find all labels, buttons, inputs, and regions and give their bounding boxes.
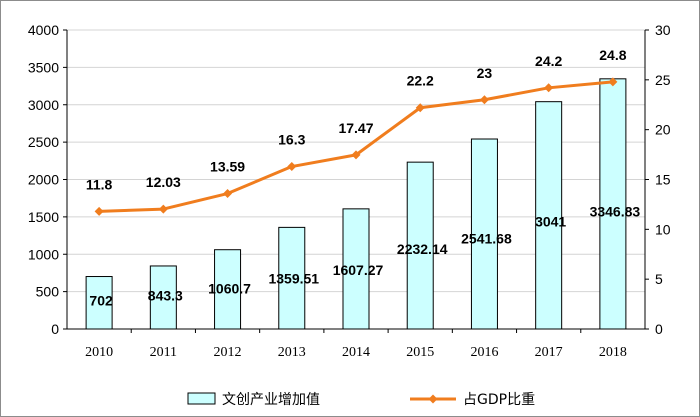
legend-line-marker <box>428 394 438 404</box>
data-labels: 702 843.3 1060.7 1359.51 1607.27 2232.14 2541.… <box>86 47 641 309</box>
line-series <box>94 77 618 216</box>
x-axis-tick-label: 2010 <box>85 345 113 360</box>
bar-series <box>85 78 627 330</box>
x-axis-tick-label: 2015 <box>406 345 434 360</box>
left-axis-tick-label: 1000 <box>28 246 59 262</box>
x-axis-tick-label: 2014 <box>342 345 370 360</box>
left-axis-tick-label: 2500 <box>28 134 59 150</box>
left-axis-tick-label: 4000 <box>28 22 59 38</box>
line-point <box>351 150 361 160</box>
line-data-label: 13.59 <box>210 159 245 175</box>
bar <box>470 138 498 330</box>
left-axis-tick-label: 500 <box>36 284 60 300</box>
legend: 文创产业增加值 占GDP比重 <box>187 392 535 408</box>
x-axis-tick-label: 2017 <box>535 345 563 360</box>
left-axis-tick-label: 3500 <box>28 59 59 75</box>
line-point <box>608 77 618 87</box>
bar-data-label: 843.3 <box>148 288 183 304</box>
bar <box>599 78 627 330</box>
bar-data-label: 1607.27 <box>333 262 384 278</box>
bar-data-label: 2232.14 <box>397 241 448 257</box>
line-data-label: 11.8 <box>86 176 113 192</box>
x-axis-tick-label: 2018 <box>599 345 627 360</box>
right-axis-tick-label: 25 <box>655 72 671 88</box>
legend-bar-label: 文创产业增加值 <box>222 392 320 408</box>
line-point <box>544 83 554 93</box>
right-axis-tick-label: 10 <box>655 221 671 237</box>
line-data-label: 23 <box>477 65 493 81</box>
axes: 0 500 1000 1500 2000 2500 3000 3500 4000 0 5 10 15 20… <box>28 22 671 360</box>
bar-data-label: 2541.68 <box>461 231 512 247</box>
bar <box>342 208 370 330</box>
bar-data-label: 1359.51 <box>268 270 319 286</box>
line-data-label: 22.2 <box>407 73 434 89</box>
left-axis-tick-label: 2000 <box>28 172 59 188</box>
right-axis-tick-label: 5 <box>655 271 663 287</box>
left-axis-tick-label: 0 <box>51 321 59 337</box>
line-point <box>158 204 168 214</box>
line-point <box>94 206 104 216</box>
legend-bar-swatch <box>187 392 216 405</box>
left-axis-tick-label: 1500 <box>28 209 59 225</box>
bar-data-label: 1060.7 <box>208 280 251 296</box>
line-point <box>479 95 489 105</box>
line-point <box>287 162 297 172</box>
line-data-label: 12.03 <box>146 174 181 190</box>
right-axis-tick-label: 0 <box>655 321 663 337</box>
line-data-label: 24.8 <box>599 47 626 63</box>
line-data-label: 16.3 <box>278 132 305 148</box>
x-axis-tick-label: 2016 <box>470 345 498 360</box>
bar <box>214 249 242 330</box>
right-axis-tick-label: 30 <box>655 22 671 38</box>
bar <box>278 226 306 330</box>
left-axis-tick-label: 3000 <box>28 97 59 113</box>
line-data-label: 24.2 <box>535 53 562 69</box>
bar-data-label: 702 <box>89 292 113 308</box>
bar-data-label: 3346.83 <box>590 203 641 219</box>
right-axis-tick-label: 15 <box>655 172 671 188</box>
bar <box>85 276 113 330</box>
x-axis-tick-label: 2013 <box>278 345 306 360</box>
bar <box>535 101 563 330</box>
line-point <box>223 189 233 199</box>
x-axis-tick-label: 2012 <box>214 345 242 360</box>
bar <box>406 161 434 330</box>
x-axis-tick-label: 2011 <box>150 345 177 360</box>
line-data-label: 17.47 <box>338 120 373 136</box>
bar-data-label: 3041 <box>535 214 566 230</box>
bar <box>149 265 177 330</box>
right-axis-tick-label: 20 <box>655 122 671 138</box>
line-point <box>415 103 425 113</box>
legend-line-label: 占GDP比重 <box>463 392 535 408</box>
